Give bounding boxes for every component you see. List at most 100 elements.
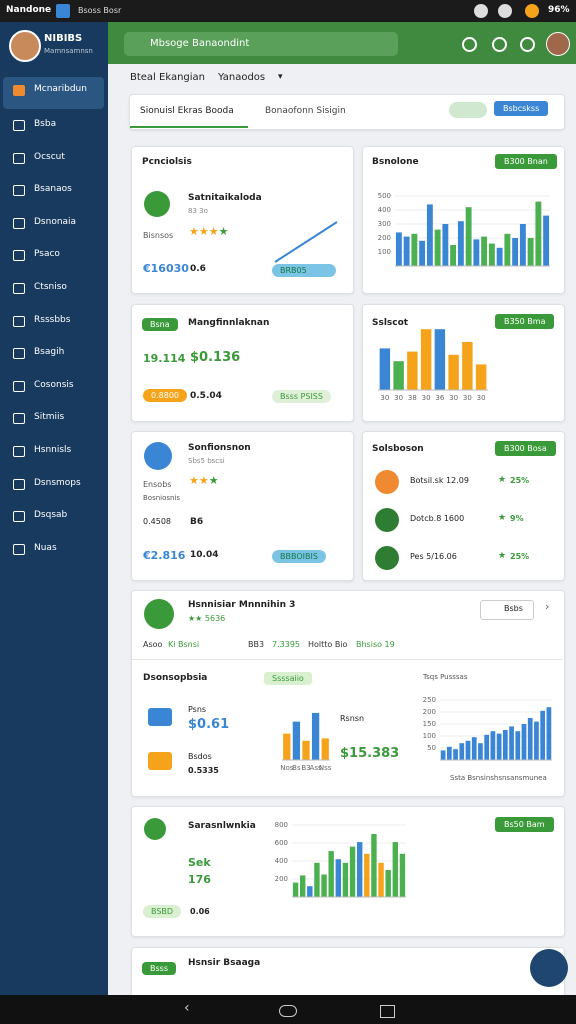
menu-item[interactable]: Nuas bbox=[34, 542, 57, 553]
menu-icon bbox=[13, 478, 25, 490]
menu-item[interactable]: Hsnnisls bbox=[34, 445, 72, 455]
card-icon bbox=[144, 442, 172, 470]
sidebar bbox=[0, 22, 108, 995]
menu-icon bbox=[13, 217, 25, 229]
rating-value: 5636 bbox=[204, 614, 226, 623]
divider bbox=[131, 659, 563, 660]
section-title: Dsonsopbsia bbox=[143, 673, 208, 683]
tag: BSBD bbox=[143, 905, 182, 918]
income-label: Psns bbox=[188, 705, 207, 714]
tag: Bsss PSISS bbox=[272, 390, 331, 403]
icon[interactable] bbox=[520, 37, 535, 52]
total: $15.383 bbox=[340, 746, 400, 761]
list-icon bbox=[375, 546, 399, 570]
card-sub-value: 0.06 bbox=[190, 907, 210, 916]
stat: Bhsiso 19 bbox=[356, 640, 395, 649]
tab[interactable]: Bonaofonn Sisigin bbox=[265, 106, 346, 116]
card-sub: Sbs5 bscsi bbox=[188, 457, 225, 465]
menu-item[interactable]: Psaco bbox=[34, 249, 60, 260]
summary-title: Hsnnisiar Mnnnihin 3 bbox=[188, 600, 296, 610]
menu-item[interactable]: Bsagih bbox=[34, 347, 65, 358]
menu-item[interactable]: Bsba bbox=[34, 119, 57, 129]
card-title: Sslscot bbox=[372, 318, 409, 328]
list-icon bbox=[375, 470, 399, 494]
card-icon bbox=[144, 818, 166, 840]
card-code: Sek bbox=[188, 856, 211, 869]
menu-item[interactable]: Ctsniso bbox=[34, 282, 67, 292]
card-name: Sarasnlwnkia bbox=[188, 821, 256, 831]
menu-item[interactable]: Ocscut bbox=[34, 151, 65, 162]
list-change: 25% bbox=[510, 552, 530, 561]
button[interactable]: Bsbs bbox=[504, 604, 523, 613]
stat: Asoo bbox=[143, 640, 163, 649]
card-sub: 83 3o bbox=[188, 207, 208, 215]
menu-icon bbox=[13, 120, 25, 131]
nav-recent[interactable] bbox=[380, 1005, 395, 1018]
nav-back[interactable]: ‹ bbox=[184, 1000, 190, 1016]
card-name: Sonfionsnon bbox=[188, 443, 251, 453]
pill: 0.8800 bbox=[143, 389, 187, 402]
menu-item[interactable]: Dsnonaia bbox=[34, 216, 77, 227]
nav-home[interactable] bbox=[279, 1005, 297, 1017]
period-select[interactable]: Yanaodos bbox=[218, 72, 266, 83]
button[interactable]: B300 Bosa bbox=[495, 441, 556, 456]
card-title: Solsboson bbox=[372, 444, 424, 454]
menu-item[interactable]: Cosonsis bbox=[34, 379, 74, 390]
menu-icon bbox=[13, 511, 25, 523]
stat: BB3 bbox=[248, 640, 265, 649]
card-name: Mangfinnlaknan bbox=[188, 318, 270, 328]
list-icon bbox=[375, 508, 399, 532]
rating: ★★ 5636 bbox=[188, 614, 226, 623]
menu-item[interactable]: Sitmiis bbox=[34, 412, 65, 423]
stars: ★★★ bbox=[189, 474, 219, 487]
tab[interactable]: Sionuisl Ekras Booda bbox=[140, 106, 234, 116]
expense-label: Bsdos bbox=[188, 752, 212, 761]
button[interactable]: B350 Bma bbox=[495, 314, 555, 329]
card-icon bbox=[144, 191, 170, 217]
dropdown-caret: ▾ bbox=[278, 72, 283, 82]
carrier: Nandone bbox=[6, 5, 52, 15]
card-title: Bsnolone bbox=[372, 157, 419, 167]
menu-item[interactable]: Dsqsab bbox=[34, 510, 68, 521]
button[interactable]: Bs50 Bam bbox=[495, 817, 554, 832]
fab[interactable] bbox=[530, 949, 568, 987]
chart-card bbox=[362, 146, 565, 294]
menu-icon bbox=[13, 543, 25, 555]
icon[interactable] bbox=[462, 37, 477, 52]
list-star: ★ bbox=[498, 513, 507, 523]
app-icon bbox=[56, 4, 70, 18]
filter[interactable]: Bteal Ekangian bbox=[130, 72, 206, 83]
card-value: 176 bbox=[188, 873, 211, 886]
button-frame[interactable] bbox=[480, 600, 534, 620]
stat: Holtto Bio bbox=[308, 640, 348, 649]
status-bar bbox=[0, 0, 576, 22]
stat: 7.3395 bbox=[272, 640, 300, 649]
battery-icon bbox=[525, 4, 539, 18]
trend-title: Tsqs Pusssas bbox=[423, 673, 468, 681]
user-avatar[interactable] bbox=[9, 30, 41, 62]
list-star: ★ bbox=[498, 475, 507, 485]
card-label: Bisnsos bbox=[143, 231, 174, 240]
stars: ★★★★ bbox=[189, 225, 229, 238]
toggle[interactable] bbox=[449, 102, 487, 118]
card-note: Bosniosnis bbox=[143, 494, 181, 502]
button[interactable]: Bsbcskss bbox=[494, 101, 549, 116]
card-name: Hsnsir Bsaaga bbox=[188, 958, 261, 968]
menu-item[interactable]: Rsssbbs bbox=[34, 314, 71, 325]
menu-item[interactable]: Mcnaribdun bbox=[34, 84, 87, 94]
button[interactable]: B300 Bnan bbox=[495, 154, 557, 169]
menu-icon bbox=[13, 446, 25, 457]
card-amount: $0.136 bbox=[190, 350, 241, 365]
chevron[interactable]: › bbox=[545, 600, 550, 613]
card-icon bbox=[144, 599, 174, 629]
badge: Bsss bbox=[142, 962, 176, 975]
menu-item[interactable]: Dsnsmops bbox=[34, 477, 81, 488]
card-name: Satnitaikaloda bbox=[188, 193, 262, 203]
icon[interactable] bbox=[492, 37, 507, 52]
header-avatar[interactable] bbox=[546, 32, 570, 56]
search-field[interactable] bbox=[124, 32, 398, 56]
pill: Ssssaiio bbox=[264, 672, 312, 685]
menu-icon bbox=[13, 85, 25, 96]
menu-item[interactable]: Bsanaos bbox=[34, 184, 72, 195]
search-text: Mbsoge Banaondint bbox=[150, 38, 250, 49]
